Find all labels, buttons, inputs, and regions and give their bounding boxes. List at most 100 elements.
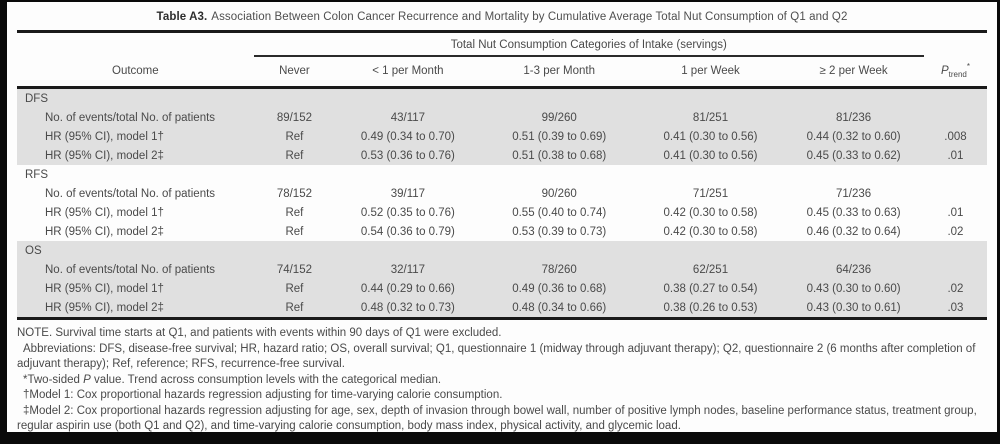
column-header-1-3-month: 1-3 per Month (480, 56, 638, 90)
cell: 0.49 (0.36 to 0.68) (480, 279, 638, 299)
cell: 90/260 (541, 187, 577, 200)
results-table: Total Nut Consumption Categories of Inta… (17, 33, 987, 321)
cell: 71/236 (835, 187, 872, 200)
row-label: No. of events/total No. of patients (17, 260, 254, 280)
table-number-label: Table A3. (156, 11, 208, 23)
column-header-ge2-week: ≥ 2 per Week (783, 56, 924, 90)
section-header-os: OS (17, 241, 987, 261)
cell: 0.42 (0.30 to 0.58) (663, 206, 758, 219)
cell: 0.55 (0.40 to 0.74) (512, 206, 607, 219)
footnote-asterisk-p: P (83, 373, 91, 386)
row-label: HR (95% CI), model 2‡ (17, 298, 254, 321)
ptrend-cell (923, 108, 987, 128)
cell: Ref (285, 225, 304, 238)
cell: Ref (253, 279, 336, 299)
section-label: OS (17, 241, 987, 261)
cell: 0.43 (0.30 to 0.60) (783, 279, 924, 299)
table-row: HR (95% CI), model 2‡ Ref 0.53 (0.36 to … (17, 146, 987, 166)
table-title: Table A3. Association Between Colon Cance… (17, 2, 987, 33)
row-label: HR (95% CI), model 2‡ (45, 225, 164, 238)
ptrend-sup: * (966, 62, 970, 71)
cell: 78/260 (480, 260, 638, 280)
cell: 43/117 (335, 108, 481, 128)
ptrend-cell: .01 (923, 146, 987, 166)
section-header-rfs: RFS (17, 165, 987, 184)
ptrend-cell: .02 (947, 225, 964, 238)
cell: 39/117 (390, 187, 426, 200)
row-label: HR (95% CI), model 1† (45, 206, 164, 219)
footnote-asterisk-suffix: value. Trend across consumption levels w… (90, 373, 442, 386)
cell: 0.52 (0.35 to 0.76) (360, 206, 455, 219)
cell: 0.53 (0.39 to 0.73) (512, 225, 607, 238)
ptrend-cell (923, 260, 987, 280)
column-header-1-week: 1 per Week (637, 56, 784, 90)
footnote-note: NOTE. Survival time starts at Q1, and pa… (17, 327, 502, 340)
cell: 0.49 (0.34 to 0.70) (335, 127, 481, 147)
table-row: HR (95% CI), model 1† Ref 0.44 (0.29 to … (17, 279, 987, 299)
span-header-row: Total Nut Consumption Categories of Inta… (17, 33, 987, 57)
ptrend-cell: .02 (923, 279, 987, 299)
cell: Ref (253, 146, 336, 166)
section-header-dfs: DFS (17, 87, 987, 109)
cell: Ref (253, 298, 336, 321)
span-header: Total Nut Consumption Categories of Inta… (253, 33, 924, 57)
cell: 71/251 (692, 187, 729, 200)
cell: 99/260 (480, 108, 638, 128)
footnote-model1: †Model 1: Cox proportional hazards regre… (23, 389, 503, 402)
cell: 0.51 (0.38 to 0.68) (480, 146, 638, 166)
row-label: HR (95% CI), model 2‡ (17, 146, 254, 166)
cell: 89/152 (253, 108, 336, 128)
row-label: No. of events/total No. of patients (17, 108, 254, 128)
cell: 81/251 (637, 108, 784, 128)
cell: 78/152 (276, 187, 312, 200)
footnote-abbreviations: Abbreviations: DFS, disease-free surviva… (17, 342, 976, 371)
column-header-ptrend: Ptrend* (923, 56, 987, 90)
cell: Ref (253, 127, 336, 147)
cell: 64/236 (783, 260, 924, 280)
cell: 0.38 (0.27 to 0.54) (637, 279, 784, 299)
cell: 0.38 (0.26 to 0.53) (637, 298, 784, 321)
ptrend-sub: trend (948, 70, 967, 80)
span-header-spacer-left (17, 33, 254, 56)
cell: 32/117 (335, 260, 481, 280)
table-title-text: Association Between Colon Cancer Recurre… (211, 11, 848, 23)
row-label: HR (95% CI), model 1† (17, 127, 254, 147)
cell: 62/251 (637, 260, 784, 280)
footnotes: NOTE. Survival time starts at Q1, and pa… (17, 320, 987, 433)
table-row: HR (95% CI), model 2‡ Ref 0.54 (0.36 to … (17, 222, 987, 241)
cell: 0.44 (0.29 to 0.66) (335, 279, 481, 299)
column-header-outcome: Outcome (17, 56, 254, 90)
row-label: HR (95% CI), model 1† (17, 279, 254, 299)
cell: Ref (285, 206, 304, 219)
ptrend-cell: .01 (947, 206, 964, 219)
cell: 0.45 (0.33 to 0.63) (806, 206, 901, 219)
ptrend-p: P (940, 64, 949, 77)
table-row: HR (95% CI), model 1† Ref 0.52 (0.35 to … (17, 203, 987, 222)
cell: 0.51 (0.39 to 0.69) (480, 127, 638, 147)
cell: 0.44 (0.32 to 0.60) (783, 127, 924, 147)
cell: 0.41 (0.30 to 0.56) (637, 127, 784, 147)
cell: 0.48 (0.34 to 0.66) (480, 298, 638, 321)
cell: 0.53 (0.36 to 0.76) (335, 146, 481, 166)
cell: 0.41 (0.30 to 0.56) (637, 146, 784, 166)
ptrend-cell (924, 184, 987, 203)
row-label: No. of events/total No. of patients (45, 187, 216, 200)
cell: 0.46 (0.32 to 0.64) (806, 225, 901, 238)
table-row: No. of events/total No. of patients 74/1… (17, 260, 987, 280)
column-header-lt1-month: < 1 per Month (335, 56, 481, 90)
table-row: No. of events/total No. of patients 89/1… (17, 108, 987, 128)
cell: 0.43 (0.30 to 0.61) (783, 298, 924, 321)
cell: 74/152 (253, 260, 336, 280)
section-label: RFS (25, 168, 48, 181)
column-header-row: Outcome Never < 1 per Month 1-3 per Mont… (17, 56, 987, 90)
footnote-model2: ‡Model 2: Cox proportional hazards regre… (17, 404, 977, 433)
cell: 81/236 (783, 108, 924, 128)
ptrend-cell: .008 (923, 127, 987, 147)
table-row: HR (95% CI), model 2‡ Ref 0.48 (0.32 to … (17, 298, 987, 321)
table-page: Table A3. Association Between Colon Cance… (7, 2, 997, 433)
cell: 0.48 (0.32 to 0.73) (335, 298, 481, 321)
table-row: No. of events/total No. of patients 78/1… (17, 184, 987, 203)
span-header-spacer-right (924, 33, 987, 56)
footnote-asterisk-prefix: *Two-sided (23, 373, 84, 386)
